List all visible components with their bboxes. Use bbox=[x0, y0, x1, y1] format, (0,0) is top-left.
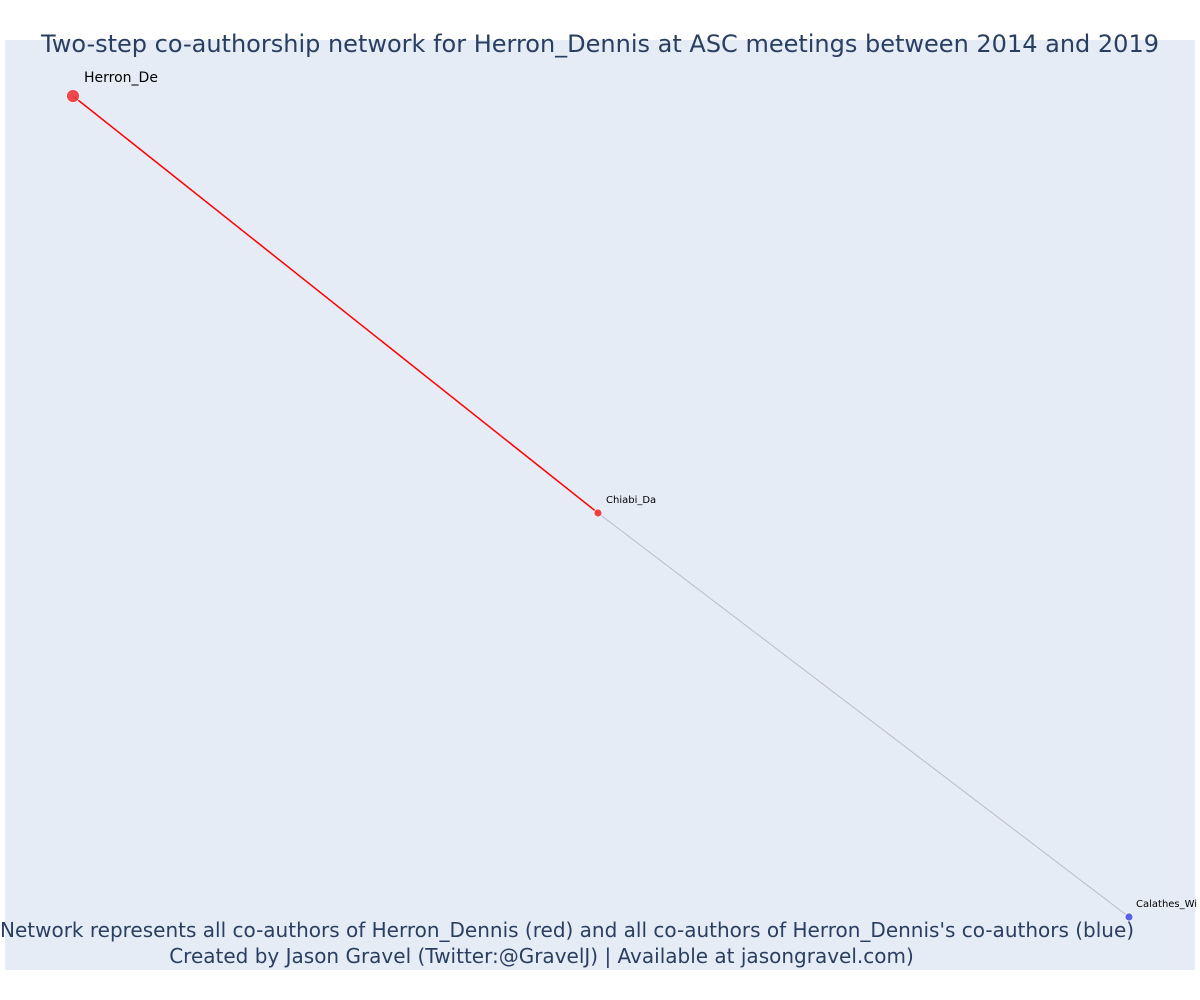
caption-description: Network represents all co-authors of Her… bbox=[0, 918, 1135, 942]
node-label-Herron_De: Herron_De bbox=[84, 70, 158, 86]
edge-Herron_De-Chiabi_Da bbox=[72, 95, 599, 514]
node-Herron_De[interactable] bbox=[66, 89, 80, 103]
node-Calathes_Wi[interactable] bbox=[1124, 912, 1134, 922]
plot-area bbox=[5, 40, 1195, 970]
edge-Chiabi_Da-Calathes_Wi bbox=[597, 512, 1130, 918]
node-Chiabi_Da[interactable] bbox=[593, 508, 603, 518]
node-label-Calathes_Wi: Calathes_Wi bbox=[1136, 899, 1197, 910]
caption-credit: Created by Jason Gravel (Twitter:@Gravel… bbox=[169, 944, 914, 968]
chart-title: Two-step co-authorship network for Herro… bbox=[41, 30, 1159, 58]
node-label-Chiabi_Da: Chiabi_Da bbox=[606, 495, 656, 506]
